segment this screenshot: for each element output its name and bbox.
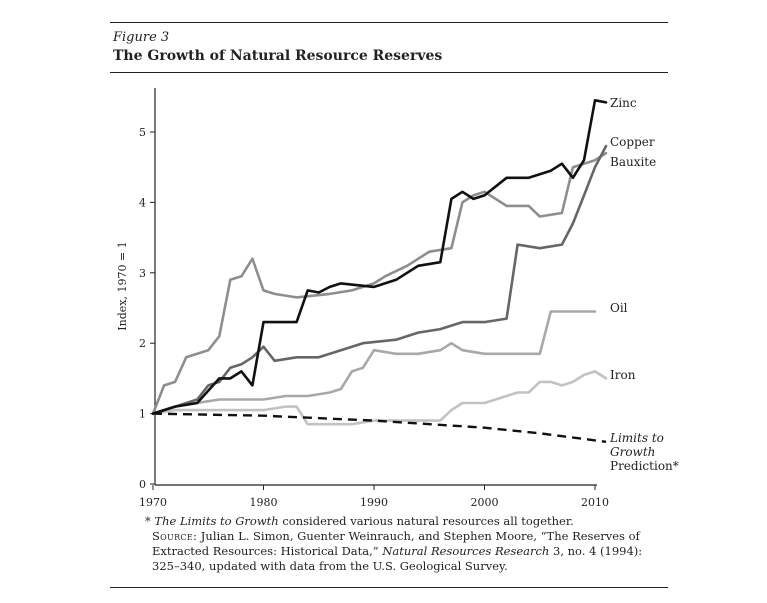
label-limits-2: Growth — [610, 445, 655, 459]
x-tick-label: 2010 — [581, 496, 609, 509]
label-iron: Iron — [610, 368, 636, 382]
source-text-b: 3, no. 4 (1994): 325–340, updated with d… — [152, 544, 643, 573]
source-label: Source: — [152, 529, 198, 543]
y-tick-label: 1 — [139, 408, 146, 421]
label-bauxite: Bauxite — [610, 155, 656, 169]
y-tick-label: 0 — [139, 478, 146, 491]
x-tick-label: 1990 — [360, 496, 388, 509]
footnote-mark: * — [145, 514, 151, 528]
label-limits-3: Prediction* — [610, 459, 679, 473]
footnote-title: The Limits to Growth — [154, 514, 279, 528]
y-tick-label: 3 — [139, 267, 146, 280]
x-tick-label: 1980 — [250, 496, 278, 509]
top-rule — [110, 22, 668, 23]
title-rule — [110, 72, 668, 73]
label-copper: Copper — [610, 135, 655, 149]
notes: * The Limits to Growth considered variou… — [145, 514, 665, 574]
y-axis-label: Index, 1970 = 1 — [116, 241, 129, 330]
source-note: Source: Julian L. Simon, Guenter Weinrau… — [152, 529, 665, 574]
x-tick-label: 1970 — [139, 496, 167, 509]
label-zinc: Zinc — [610, 96, 637, 110]
series-line-oil — [151, 310, 597, 415]
footnote: * The Limits to Growth considered variou… — [145, 514, 665, 529]
series-line-bauxite — [151, 151, 608, 415]
series-line-limits-to-growth-prediction — [152, 412, 607, 443]
series-line-zinc — [151, 99, 608, 415]
y-tick-label: 5 — [139, 126, 146, 139]
bottom-rule — [110, 587, 668, 588]
source-journal: Natural Resources Research — [382, 544, 550, 558]
series-group — [151, 99, 608, 443]
y-tick-label: 4 — [139, 196, 146, 209]
figure-title: The Growth of Natural Resource Reserves — [113, 48, 443, 64]
label-limits-1: Limits to — [609, 431, 664, 445]
series-labels: Zinc Copper Bauxite Oil Iron Limits toGrowthP… — [609, 96, 679, 473]
label-oil: Oil — [610, 301, 628, 315]
x-tick-label: 2000 — [471, 496, 499, 509]
axes: 1970 1980 1990 2000 2010 0 1 2 3 4 5 Index, 1970 = … — [116, 88, 609, 509]
y-tick-label: 2 — [139, 337, 146, 350]
series-line-iron — [151, 370, 608, 426]
source-text-a: Julian L. Simon, Guenter Weinrauch, and … — [152, 529, 640, 558]
figure-label: Figure 3 — [113, 30, 170, 45]
footnote-text: considered various natural resources all… — [278, 514, 574, 528]
